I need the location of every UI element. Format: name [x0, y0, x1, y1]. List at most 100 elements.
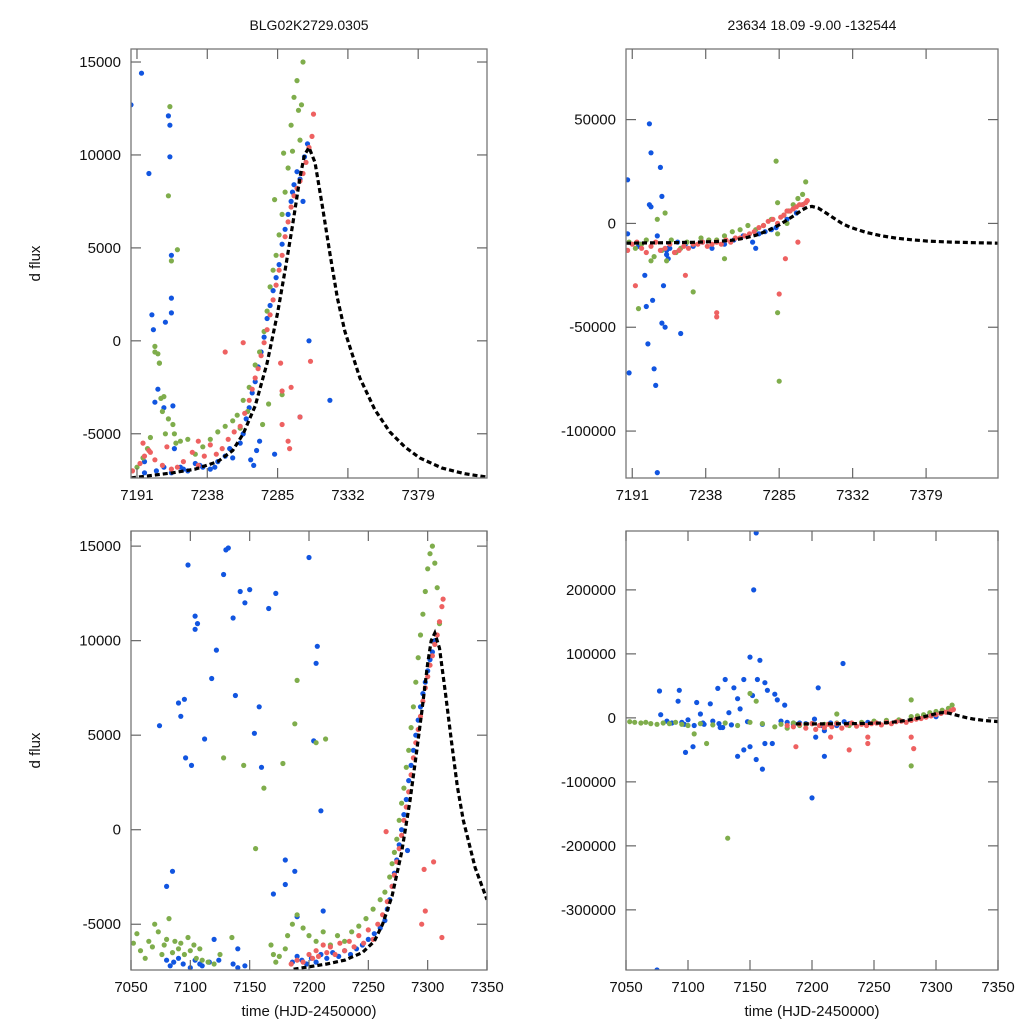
data-point-green [775, 231, 781, 237]
data-point-red [714, 310, 720, 316]
data-point-blue [753, 531, 759, 536]
data-point-blue [258, 764, 265, 770]
data-point-blue [282, 226, 288, 232]
data-point-green [221, 755, 227, 761]
model-curve [131, 143, 487, 478]
data-point-green [422, 588, 428, 595]
y-tick-label: 0 [113, 822, 121, 839]
data-point-red [140, 440, 146, 446]
data-point-green [387, 874, 393, 880]
y-tick-label: -50000 [569, 319, 616, 336]
data-point-green [632, 245, 639, 251]
data-point-red [320, 942, 326, 948]
data-point-green [175, 946, 182, 952]
data-point-green [168, 258, 174, 264]
data-point-blue [710, 718, 716, 724]
data-point-blue [167, 963, 173, 969]
model-curve [626, 204, 998, 245]
data-point-blue [273, 590, 279, 597]
data-point-green [152, 343, 158, 349]
data-point-red [207, 442, 213, 448]
y-tick-label: 15000 [79, 538, 121, 555]
data-point-red [639, 245, 645, 251]
data-point-red [279, 421, 285, 428]
data-point-green [294, 78, 300, 84]
x-tick-label: 7150 [733, 979, 766, 996]
data-point-green [142, 955, 148, 961]
data-point-green [403, 764, 409, 770]
data-point-blue [751, 587, 757, 593]
x-tick-label: 7250 [857, 979, 890, 996]
data-point-blue [257, 438, 263, 444]
data-point-green [164, 936, 170, 943]
data-point-red [657, 247, 664, 253]
data-point-red [776, 291, 782, 297]
data-point-blue [722, 676, 728, 683]
x-tick-label: 7379 [909, 487, 942, 504]
data-point-blue [313, 959, 319, 965]
data-point-blue [685, 717, 691, 723]
data-point-blue [270, 891, 276, 897]
data-point-blue [660, 283, 667, 289]
data-point-red [422, 908, 428, 914]
data-point-blue [626, 370, 632, 376]
data-point-green [662, 210, 668, 216]
data-point-green [417, 632, 424, 638]
data-point-green [291, 94, 297, 100]
data-point-blue [769, 740, 775, 747]
data-point-blue [735, 753, 741, 759]
data-point-red [152, 457, 158, 463]
data-point-blue [694, 699, 700, 706]
data-point-green [191, 942, 197, 948]
y-tick-label: 0 [113, 333, 121, 350]
data-point-blue [247, 587, 253, 593]
data-point-red [760, 222, 767, 229]
data-point-red [282, 234, 288, 240]
data-point-red [131, 468, 136, 474]
data-point-blue [150, 327, 156, 333]
data-point-blue [707, 701, 713, 707]
data-point-red [279, 388, 285, 394]
data-point-blue [152, 399, 158, 405]
data-point-blue [216, 957, 222, 963]
data-point-red [676, 247, 682, 253]
series-green [627, 690, 955, 841]
x-tick-label: 7191 [616, 487, 649, 504]
data-point-green [413, 679, 419, 685]
data-point-red [432, 641, 438, 648]
data-point-red [346, 938, 352, 944]
data-point-blue [272, 451, 278, 457]
data-point-blue [690, 744, 696, 750]
data-point-green [632, 719, 638, 725]
panel-bottom-left: 7050 7100 7150 7200 7250 7300 7350 15000 10000 50… [27, 530, 504, 1020]
data-point-green [281, 150, 287, 156]
data-point-red [300, 959, 306, 965]
y-tick-label: -5000 [83, 426, 121, 443]
series-blue [626, 121, 806, 476]
data-point-red [287, 446, 293, 452]
data-point-red [240, 340, 246, 346]
data-point-red [313, 948, 319, 954]
y-tick-label: 0 [608, 215, 616, 232]
x-tick-label: 7350 [981, 979, 1014, 996]
data-point-red [804, 198, 810, 204]
data-point-green [295, 107, 302, 113]
y-tick-label: -200000 [561, 838, 616, 855]
data-point-red [141, 453, 148, 459]
data-point-green [185, 934, 191, 941]
data-point-green [410, 704, 416, 710]
data-point-red [351, 944, 357, 950]
data-point-blue [162, 319, 168, 325]
data-point-red [765, 218, 771, 224]
data-point-green [222, 423, 228, 429]
data-point-red [180, 459, 186, 465]
data-point-blue [178, 713, 184, 719]
data-point-green [415, 655, 421, 661]
data-point-green [434, 585, 440, 591]
data-point-blue [662, 324, 668, 330]
data-point-blue [365, 936, 371, 943]
data-point-green [342, 938, 348, 944]
data-point-red [231, 429, 237, 435]
data-point-red [865, 734, 871, 740]
data-point-red [201, 453, 207, 459]
